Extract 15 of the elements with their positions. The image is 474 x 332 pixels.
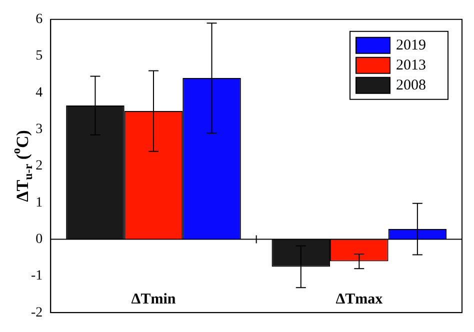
y-tick-label: -2	[30, 305, 43, 320]
x-tick-label: ΔTmax	[336, 291, 384, 308]
y-tick-label: 4	[36, 85, 43, 100]
x-tick-label: ΔTmin	[131, 291, 176, 308]
y-tick-label: 6	[36, 12, 43, 28]
y-tick-label: 0	[36, 232, 43, 247]
legend-label: 2008	[396, 77, 426, 94]
y-axis-title: ΔTu-r (oC)	[9, 130, 35, 202]
legend-label: 2019	[396, 37, 426, 54]
y-tick-label: 1	[36, 195, 43, 210]
y-tick-label: 2	[36, 158, 43, 174]
y-tick-label: 5	[36, 48, 43, 64]
y-tick-label: 3	[36, 122, 43, 138]
legend-label: 2013	[396, 57, 426, 74]
y-tick-label: -1	[30, 268, 43, 284]
